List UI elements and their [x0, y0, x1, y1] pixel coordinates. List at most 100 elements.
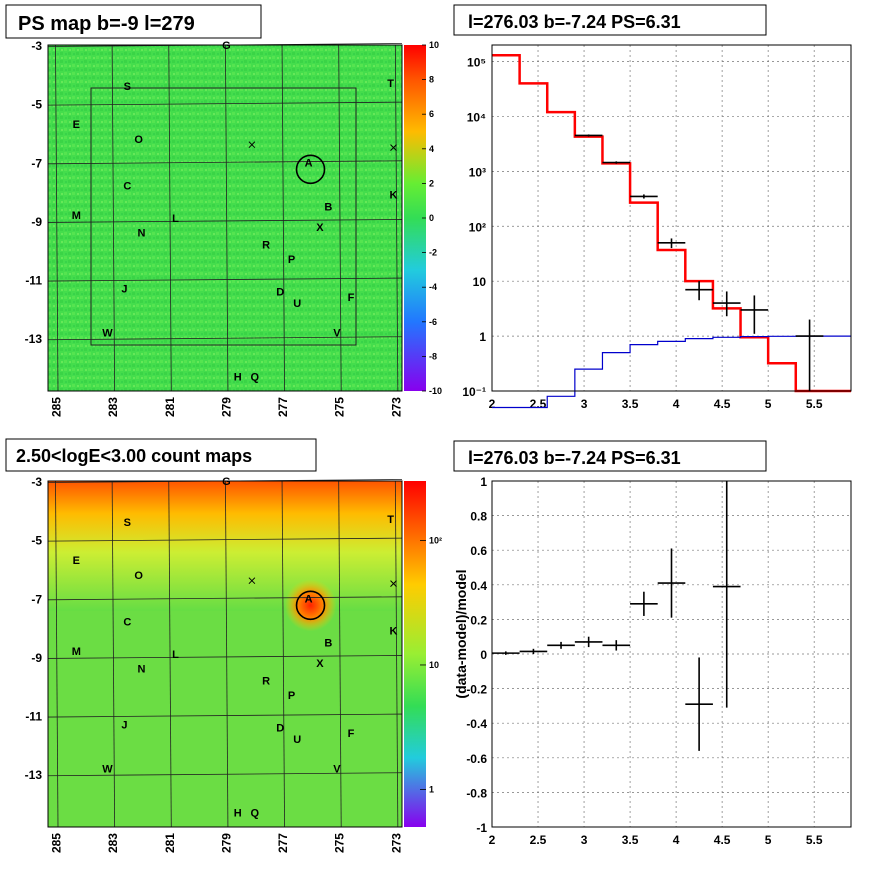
ps-map-b-tick-label: -13 [25, 332, 43, 346]
ps-colorbar-label: 0 [429, 213, 434, 223]
spectrum-y-tick-label: 10⁻¹ [462, 385, 486, 399]
count-map-cross-marker [390, 580, 397, 587]
residual-x-tick-label: 2 [489, 833, 496, 847]
residual-data-point [630, 591, 658, 616]
ps-map-source-l: L [172, 213, 179, 225]
ps-colorbar-label: 10 [429, 40, 439, 50]
ps-colorbar-label: 6 [429, 109, 434, 119]
ps-map-source-o: O [134, 134, 143, 146]
ps-map-l-tick-label: 279 [219, 397, 233, 417]
ps-map-source-t: T [387, 78, 394, 90]
count-map-source-f: F [348, 728, 355, 740]
count-map-b-tick-label: -7 [31, 592, 42, 606]
ps-map-source-x: X [316, 222, 324, 234]
residual-y-axis-label: (data-model)/model [453, 569, 469, 698]
residual-y-tick-label: -0.6 [466, 752, 487, 766]
ps-map-source-d: D [276, 286, 284, 298]
count-map-grid-l-0 [55, 480, 59, 828]
ps-colorbar-label: -6 [429, 317, 437, 327]
count-map-grid-l-6 [394, 480, 399, 828]
spectrum-data-point [795, 319, 824, 391]
count-map-source-u: U [293, 734, 301, 746]
ps-colorbar-label: -8 [429, 351, 437, 361]
ps-map-b-tick-label: -9 [31, 215, 42, 229]
count-map-source-x: X [316, 658, 324, 670]
ps-map-source-u: U [293, 298, 301, 310]
residual-x-tick-label: 2.5 [530, 833, 547, 847]
ps-map-grid-b-2 [47, 160, 403, 165]
count-colorbar-label: 10 [429, 660, 439, 670]
ps-map-source-e: E [73, 119, 80, 131]
ps-map-grid-l-4 [281, 44, 285, 392]
count-map-source-l: L [172, 649, 179, 661]
residual-y-tick-label: 0.6 [470, 544, 487, 558]
ps-map-ticks: -3 -5 -7 -9 -11 -13 285 283 281 279 277 275 273 [25, 39, 404, 417]
count-map-cross-stroke [248, 577, 256, 585]
count-map-b-tick-label: -5 [31, 534, 42, 548]
ps-map-l-tick-label: 277 [276, 397, 290, 417]
ps-map-grid-l-1 [111, 44, 116, 392]
count-map-grid-b-2 [47, 596, 403, 601]
ps-map-l-tick-label: 273 [389, 397, 403, 417]
spectrum-x-tick-label: 2 [489, 397, 496, 411]
spectrum-data-point [685, 281, 713, 301]
spectrum-title: l=276.03 b=-7.24 PS=6.31 [468, 12, 681, 32]
residual-y-tick-label: 0 [480, 648, 487, 662]
spectrum-model-total-line [492, 54, 851, 393]
spectrum-panel: l=276.03 b=-7.24 PS=6.31 2 2.5 3 3.5 4 4.5 5 5.… [453, 4, 852, 411]
spectrum-plot: 2 2.5 3 3.5 4 4.5 5 5.5 10⁻¹ 1 10 10² 10³ 10⁴ 10⁵ [462, 44, 852, 411]
ps-colorbar-label: 2 [429, 178, 434, 188]
count-map-source-p: P [288, 690, 295, 702]
ps-map-b-tick-label: -7 [31, 156, 42, 170]
spectrum-data-point [740, 295, 769, 334]
ps-map-panel: PS map b=-9 l=279 G S T E O A C K B M L X N R P J D F U W V H… [5, 4, 442, 417]
count-map-l-tick-label: 283 [106, 833, 120, 853]
count-map-b-tick-label: -9 [31, 651, 42, 665]
count-map-grid-l-4 [281, 480, 285, 828]
ps-map-source-a: A [305, 157, 313, 169]
residual-x-tick-label: 4.5 [714, 833, 731, 847]
ps-map-grid-b-1 [47, 101, 403, 106]
count-map-title-box [5, 438, 317, 472]
count-map-source-w: W [102, 763, 113, 775]
spectrum-x-tick-label: 4 [673, 397, 680, 411]
ps-map-l-tick-label: 275 [333, 397, 347, 417]
count-map-ticks: -3 -5 -7 -9 -11 -13 285 283 281 279 277 275 273 [25, 475, 404, 853]
count-colorbar-labels: 10² 10 1 [420, 535, 442, 795]
count-map-grid-l-5 [338, 480, 342, 828]
residual-data-point [574, 636, 603, 648]
ps-map-b-tick-label: -3 [31, 39, 42, 53]
ps-colorbar-label: 8 [429, 75, 434, 85]
count-map-source-b: B [324, 637, 332, 649]
ps-map-source-f: F [348, 292, 355, 304]
spectrum-x-tick-label: 5.5 [806, 397, 823, 411]
ps-map-b-tick-label: -5 [31, 98, 42, 112]
ps-map-grid-b-4 [47, 277, 403, 282]
spectrum-plot-area [492, 45, 851, 391]
count-map-l-tick-label: 279 [219, 833, 233, 853]
count-map-grid [47, 479, 403, 828]
spectrum-frame [491, 44, 852, 392]
count-map-hotspot [284, 579, 337, 632]
count-map-title: 2.50<logE<3.00 count maps [16, 446, 252, 466]
residual-y-tick-label: 0.2 [470, 613, 487, 627]
spectrum-data-point [574, 134, 603, 137]
ps-map-cross-stroke [248, 141, 256, 149]
ps-map-source-m: M [72, 210, 81, 222]
count-map-source-e: E [73, 555, 80, 567]
residual-panel: l=276.03 b=-7.24 PS=6.31 2 2.5 3 3.5 4 4.5 5 5.… [453, 440, 852, 847]
count-map-b-tick-label: -11 [25, 710, 42, 724]
ps-map-source-r: R [262, 239, 270, 251]
ps-map-grid-l-6 [394, 44, 399, 392]
residual-y-tick-label: -0.8 [466, 786, 487, 800]
ps-map-roi-box [90, 87, 357, 346]
spectrum-x-tick-label: 4.5 [714, 397, 731, 411]
ps-map-l-tick-label: 281 [163, 397, 177, 417]
count-map-b-tick-label: -3 [31, 475, 42, 489]
residual-x-tick-label: 3 [581, 833, 588, 847]
count-map-source-g: G [222, 476, 231, 488]
ps-map-source-k: K [390, 190, 398, 202]
count-map-grid-b-1 [47, 537, 403, 542]
ps-map-source-q: Q [250, 371, 259, 383]
residual-data-point [547, 641, 575, 649]
